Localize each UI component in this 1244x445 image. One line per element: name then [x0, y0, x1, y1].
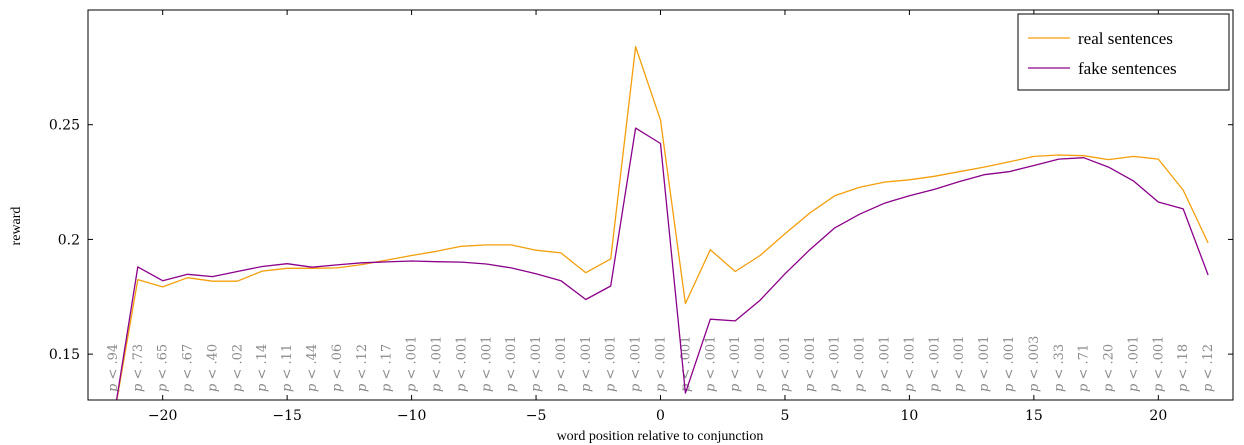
legend-entry: fake sentences [1078, 59, 1177, 78]
p-value-label: p < .001 [728, 336, 743, 392]
p-value-label: p < .001 [952, 336, 967, 392]
p-value-label: p < .001 [927, 336, 942, 392]
p-value-label: p < .12 [1201, 344, 1216, 392]
p-value-label: p < .73 [131, 344, 146, 392]
x-axis-ticks: −20 −15 −10 −5 0 5 10 15 20 [148, 10, 1167, 424]
series-lines [115, 46, 1209, 400]
p-value-label: p < .001 [529, 336, 544, 392]
p-value-label: p < .001 [803, 336, 818, 392]
p-value-label: p < .001 [1151, 336, 1166, 392]
x-tick-label: −10 [397, 408, 427, 424]
x-tick-label: 15 [1025, 408, 1043, 424]
p-value-label: p < .001 [429, 336, 444, 392]
x-tick-label: 10 [900, 408, 918, 424]
p-value-label: p < .001 [778, 336, 793, 392]
p-value-label: p < .001 [703, 336, 718, 392]
x-axis-label: word position relative to conjunction [557, 429, 764, 444]
p-value-labels: p < .94 p < .73 p < .65 p < .67 p < .40 p < .… [106, 336, 1216, 392]
x-tick-label: −15 [272, 408, 302, 424]
p-value-label: p < .02 [230, 344, 245, 392]
x-tick-label: 5 [780, 408, 789, 424]
p-value-label: p < .001 [554, 336, 569, 392]
p-value-label: p < .001 [853, 336, 868, 392]
y-axis-label: reward [9, 207, 24, 246]
p-value-label: p < .001 [1002, 336, 1017, 392]
p-value-label: p < .001 [828, 336, 843, 392]
p-value-label: p < .33 [1052, 344, 1067, 392]
series-line-real [116, 46, 1209, 400]
p-value-label: p < .001 [405, 336, 420, 392]
p-value-label: p < .001 [504, 336, 519, 392]
y-axis-ticks: 0.15 0.2 0.25 [49, 118, 1233, 363]
series-line-fake [115, 127, 1209, 400]
p-value-label: p < .001 [753, 336, 768, 392]
x-tick-label: −20 [148, 408, 178, 424]
legend-entry: real sentences [1078, 29, 1173, 48]
p-value-label: p < .06 [330, 344, 345, 392]
legend-box [1017, 13, 1230, 91]
p-value-label: p < .65 [156, 344, 171, 392]
p-value-label: p < .71 [1077, 344, 1092, 392]
x-tick-label: 0 [656, 408, 665, 424]
y-tick-label: 0.15 [49, 347, 80, 363]
x-tick-label: 20 [1149, 408, 1167, 424]
y-tick-label: 0.25 [49, 118, 80, 134]
p-value-label: p < .67 [181, 344, 196, 392]
p-value-label: p < .001 [479, 336, 494, 392]
p-value-label: p < .001 [654, 336, 669, 392]
p-value-label: p < .001 [1126, 336, 1141, 392]
p-value-label: p < .001 [629, 336, 644, 392]
p-value-label: p < .001 [579, 336, 594, 392]
p-value-label: p < .001 [902, 336, 917, 392]
p-value-label: p < .44 [305, 344, 320, 392]
p-value-label: p < .003 [1027, 336, 1042, 392]
p-value-label: p < .001 [977, 336, 992, 392]
p-value-label: p < .11 [280, 344, 295, 392]
p-value-label: p < .12 [355, 344, 370, 392]
p-value-label: p < .18 [1176, 344, 1191, 392]
p-value-label: p < .14 [255, 344, 270, 392]
p-value-label: p < .20 [1102, 344, 1117, 392]
p-value-label: p < .94 [106, 344, 121, 392]
p-value-label: p < .001 [878, 336, 893, 392]
p-value-label: p < .001 [454, 336, 469, 392]
x-tick-label: −5 [526, 408, 547, 424]
p-value-label: p < .001 [604, 336, 619, 392]
legend: real sentences fake sentences [1017, 13, 1230, 91]
p-value-label: p < .40 [205, 344, 220, 392]
p-value-label: p < .17 [380, 344, 395, 392]
y-tick-label: 0.2 [58, 232, 80, 248]
